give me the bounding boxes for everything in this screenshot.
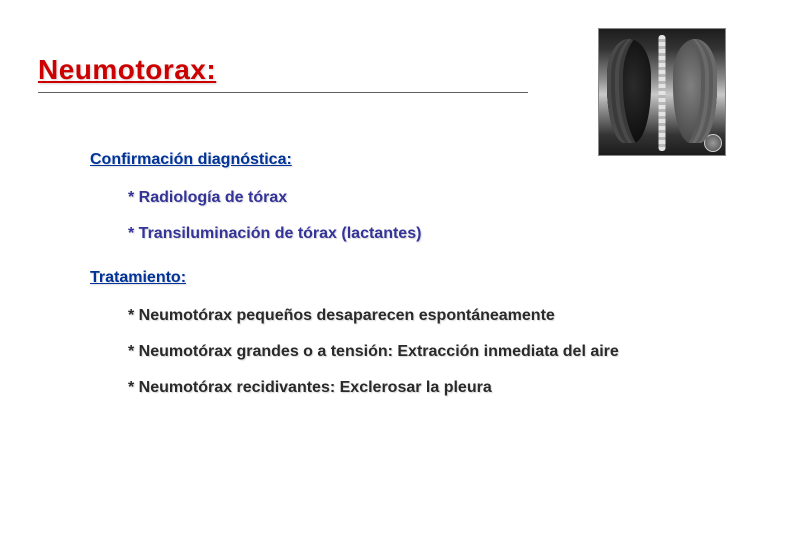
section-heading-treatment: Tratamiento: (90, 269, 780, 287)
bullet-item: * Neumotórax grandes o a tensión: Extrac… (128, 343, 780, 361)
xray-spine-shape (659, 35, 666, 151)
bullet-item: * Neumotórax recidivantes: Exclerosar la… (128, 379, 780, 397)
bullet-item: * Radiología de tórax (128, 189, 780, 207)
chest-xray-image (598, 28, 726, 156)
bullet-item: * Neumotórax pequeños desaparecen espont… (128, 307, 780, 325)
slide-title: Neumotorax: (38, 54, 528, 86)
slide: Neumotorax: Confirmación diagnóstica: * … (0, 0, 810, 540)
xray-badge-icon (704, 134, 722, 152)
content-area: Confirmación diagnóstica: * Radiología d… (90, 151, 780, 397)
bullet-item: * Transiluminación de tórax (lactantes) (128, 225, 780, 243)
title-underline-rule (38, 92, 528, 93)
title-block: Neumotorax: (38, 54, 528, 93)
